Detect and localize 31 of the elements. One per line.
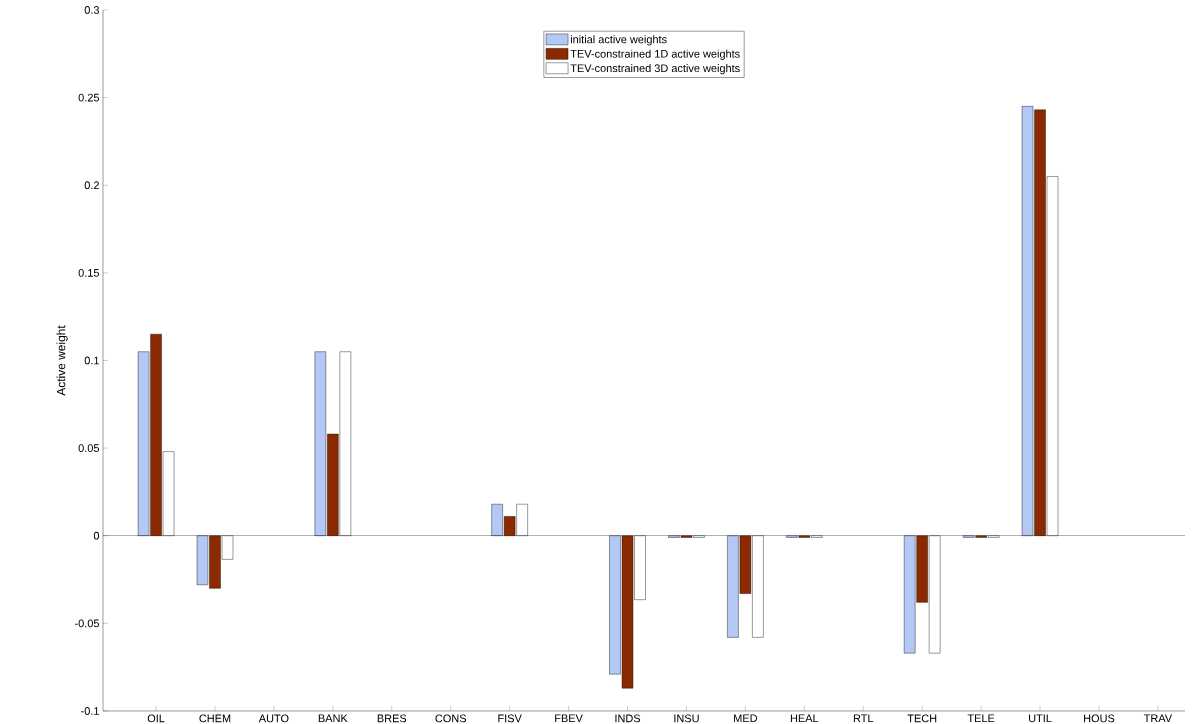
legend-label: TEV-constrained 3D active weights [570,64,740,75]
y-tick-label: 0 [93,531,100,540]
x-tick-label: HEAL [790,714,819,723]
y-tick-label: 0.15 [78,268,100,277]
x-tick-label: AUTO [258,714,289,723]
x-tick-label: TELE [967,714,995,723]
y-tick-label: 0.25 [78,93,100,102]
y-tick-label: 0.1 [84,356,99,365]
x-tick-label: INSU [674,714,699,723]
y-tick-label: 0.3 [84,6,99,14]
x-tick-label: BANK [318,714,348,723]
x-tick-label: FBEV [555,714,583,723]
legend-label: TEV-constrained 1D active weights [570,49,740,60]
x-tick-label: INDS [615,714,641,723]
x-tick-label: MED [734,714,758,723]
y-tick-label: -0.1 [81,707,99,715]
legend-label: initial active weights [570,35,667,46]
y-tick-label: 0.05 [78,444,100,452]
x-tick-label: OIL [147,714,165,723]
x-tick-label: UTIL [1029,714,1052,723]
y-tick-label: 0.2 [84,181,99,190]
x-tick-label: HOUS [1084,714,1115,723]
x-tick-label: CONS [435,714,467,723]
x-tick-label: RTL [853,714,874,723]
x-tick-label: TRAV [1143,714,1173,723]
x-tick-label: BRES [377,714,407,723]
x-tick-label: CHEM [199,714,231,723]
x-tick-label: TECH [907,714,937,723]
y-tick-label: -0.05 [75,619,100,628]
x-tick-label: FISV [498,714,522,723]
y-axis-title: Active weight [56,325,68,396]
